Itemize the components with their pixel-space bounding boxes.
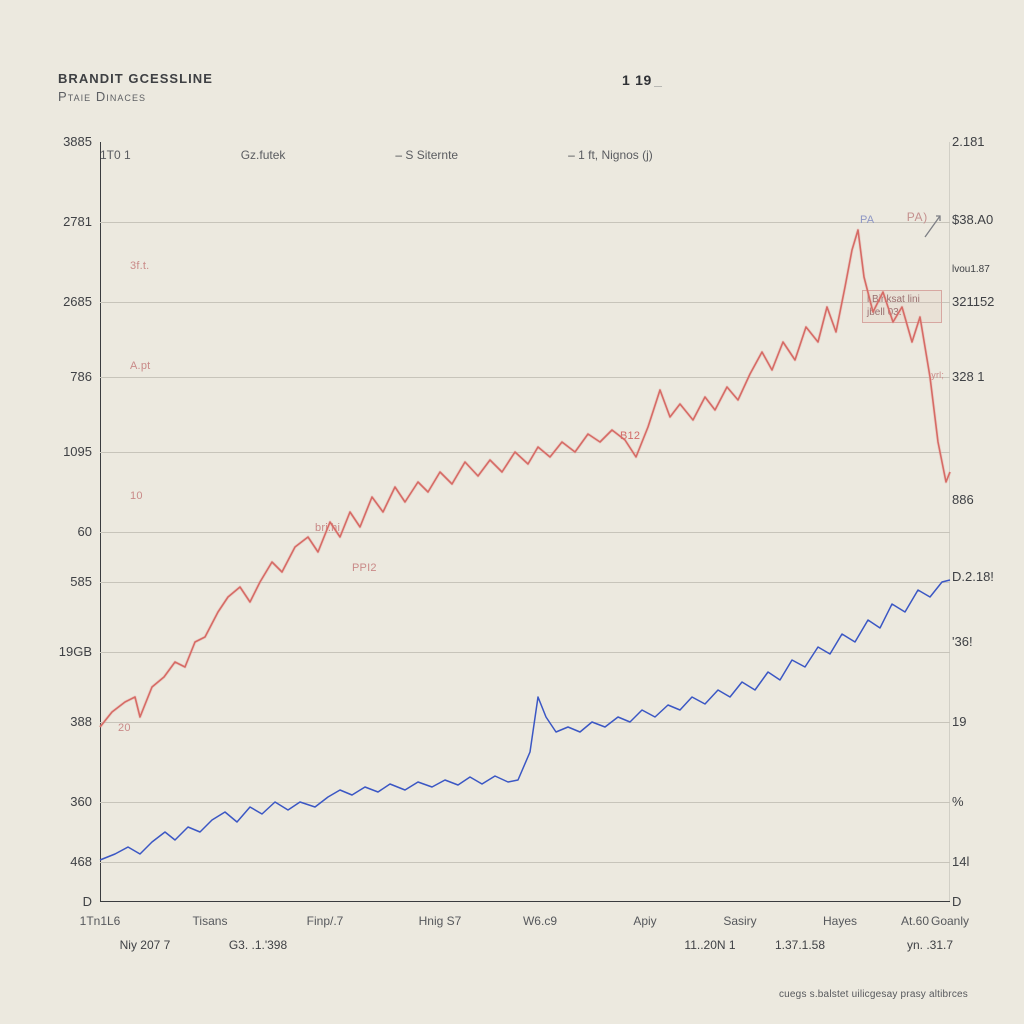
xtick: W6.c9 — [510, 914, 570, 928]
xtick: Finp/.7 — [295, 914, 355, 928]
ytick-right: '36! — [952, 634, 996, 649]
price-chart — [100, 142, 950, 902]
ytick-right: 321152 — [952, 294, 996, 309]
ytick-right: D.2.18! — [952, 569, 996, 584]
xtick: Tisans — [180, 914, 240, 928]
ytick-left: 2685 — [50, 294, 92, 309]
footnote: cuegs s.balstet uilicgesay prasy altibrc… — [779, 989, 968, 1000]
xtick-secondary: yn. .31.7 — [885, 938, 975, 952]
series-red-shadow — [100, 230, 950, 727]
chart-title-block: BRANDIT GCESSLINE Ptaie Dinaces — [58, 70, 213, 105]
ytick-right: D — [952, 894, 996, 909]
xtick-secondary: 11..20N 1 — [665, 938, 755, 952]
ytick-right: 19 — [952, 714, 996, 729]
xtick-secondary: Niy 207 7 — [100, 938, 190, 952]
ytick-left: 3885 — [50, 134, 92, 149]
xtick-secondary: G3. .1.'398 — [213, 938, 303, 952]
xtick: 1Tn1L6 — [70, 914, 130, 928]
ytick-left: D — [50, 894, 92, 909]
ytick-left: 60 — [50, 524, 92, 539]
chart-title-line2: Ptaie Dinaces — [58, 88, 213, 106]
ytick-right: 14l — [952, 854, 996, 869]
ytick-right: 886 — [952, 492, 996, 507]
ytick-right: $38.A0 — [952, 212, 996, 227]
ytick-left: 585 — [50, 574, 92, 589]
ytick-left: 468 — [50, 854, 92, 869]
xtick: Hayes — [810, 914, 870, 928]
ytick-left: 19GB — [50, 644, 92, 659]
ytick-left: 2781 — [50, 214, 92, 229]
xtick: Sasiry — [710, 914, 770, 928]
ytick-right: lvou1.87 — [952, 264, 996, 275]
ytick-right: 2.181 — [952, 134, 996, 149]
series-red — [100, 230, 950, 727]
xtick: Goanly — [920, 914, 980, 928]
ytick-left: 388 — [50, 714, 92, 729]
chart-title-line1: BRANDIT GCESSLINE — [58, 70, 213, 88]
page-number: 1 19 — [622, 72, 663, 88]
ytick-right: % — [952, 794, 996, 809]
xtick-secondary: 1.37.1.58 — [755, 938, 845, 952]
ytick-left: 786 — [50, 369, 92, 384]
series-blue — [100, 580, 950, 860]
ytick-right: 328 1 — [952, 369, 996, 384]
ytick-left: 360 — [50, 794, 92, 809]
xtick: Hnig S7 — [410, 914, 470, 928]
ytick-left: 1095 — [50, 444, 92, 459]
xtick: Apiy — [615, 914, 675, 928]
